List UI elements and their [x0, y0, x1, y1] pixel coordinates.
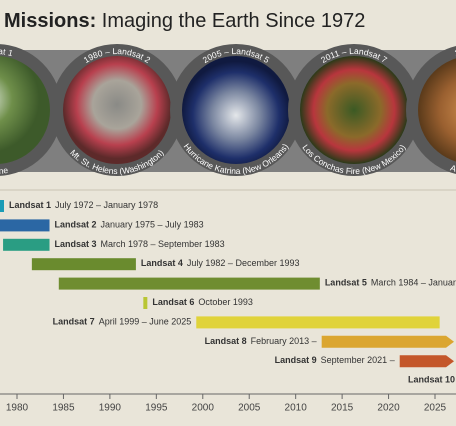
satellite-photo — [63, 56, 171, 164]
x-tick-label: 2020 — [377, 403, 400, 414]
x-tick-label: 1995 — [145, 403, 168, 414]
mission-period: March 1978 – September 1983 — [101, 239, 225, 249]
mission-bar — [143, 297, 148, 309]
photo-caption-top: andsat 1 — [0, 46, 14, 58]
x-tick-label: 1990 — [99, 403, 122, 414]
mission-label: Landsat 9 September 2021 – — [275, 356, 395, 366]
title-rest: Imaging the Earth Since 1972 — [96, 10, 365, 32]
photo-caption-bottom-path: lanche — [0, 165, 9, 176]
x-tick-label: 2025 — [424, 403, 447, 414]
photo-caption-top-path: 2022 – L — [454, 46, 456, 58]
mission-bar — [196, 316, 440, 329]
mission-name: Landsat 4 — [141, 259, 183, 269]
mission-bar — [31, 258, 136, 271]
photo-caption-bottom: lanche — [0, 165, 9, 176]
mission-bar-ongoing — [399, 355, 454, 368]
satellite-photo — [182, 56, 290, 164]
photo-caption-top: 2022 – L — [454, 46, 456, 58]
photo-caption-bottom: Aorounga C — [449, 162, 456, 176]
mission-name: Landsat 7 — [53, 317, 95, 327]
mission-bar — [58, 277, 320, 290]
mission-label: Landsat 6 October 1993 — [152, 297, 253, 307]
title: Missions: Imaging the Earth Since 1972 — [4, 10, 365, 32]
mission-name: Landsat 1 — [9, 200, 51, 210]
satellite-photo — [300, 56, 408, 164]
mission-label: Landsat 10 — [408, 375, 455, 385]
mission-label: Landsat 2 January 1975 – July 1983 — [55, 220, 204, 230]
mission-label: Landsat 8 February 2013 – — [205, 336, 317, 346]
mission-name: Landsat 10 — [408, 375, 455, 385]
title-bold: Missions: — [4, 10, 96, 32]
x-tick-label: 1985 — [52, 403, 75, 414]
mission-label: Landsat 7 April 1999 – June 2025 — [53, 317, 192, 327]
mission-bar — [3, 238, 50, 251]
mission-label: Landsat 3 March 1978 – September 1983 — [55, 239, 225, 249]
mission-name: Landsat 3 — [55, 239, 97, 249]
photo-caption-bottom-path: Aorounga C — [449, 162, 456, 176]
mission-period: April 1999 – June 2025 — [99, 317, 192, 327]
mission-period: July 1982 – December 1993 — [187, 259, 300, 269]
satellite-photo — [0, 56, 50, 164]
mission-label: Landsat 1 July 1972 – January 1978 — [9, 200, 158, 210]
mission-period: September 2021 – — [321, 356, 395, 366]
mission-name: Landsat 6 — [152, 297, 194, 307]
mission-label: Landsat 4 July 1982 – December 1993 — [141, 259, 300, 269]
mission-period: July 1972 – January 1978 — [55, 200, 158, 210]
mission-name: Landsat 5 — [325, 278, 367, 288]
mission-period: January 1975 – July 1983 — [101, 220, 204, 230]
timeline-chart: 1980 1985 1990 1995 2000 2005 2010 2015 2020 2025… — [0, 200, 456, 414]
mission-name: Landsat 2 — [55, 220, 97, 230]
x-tick-label: 2000 — [192, 403, 215, 414]
mission-bar — [0, 219, 50, 232]
x-tick-label: 2005 — [238, 403, 261, 414]
x-tick-label: 2010 — [285, 403, 308, 414]
mission-period: March 1984 – January — [371, 278, 456, 288]
mission-name: Landsat 9 — [275, 356, 317, 366]
satellite-photo — [418, 58, 456, 162]
photo-row: andsat 1lanche1980 – Landsat 2Mt. St. He… — [0, 44, 456, 176]
mission-name: Landsat 8 — [205, 336, 247, 346]
mission-bar — [0, 200, 4, 212]
x-tick-label: 1980 — [6, 403, 29, 414]
mission-label: Landsat 5 March 1984 – January — [325, 278, 456, 288]
photo-caption-top-path: andsat 1 — [0, 46, 14, 58]
mission-period: October 1993 — [198, 297, 253, 307]
mission-period: February 2013 – — [251, 336, 317, 346]
mission-bar-ongoing — [321, 335, 454, 348]
x-tick-label: 2015 — [331, 403, 354, 414]
